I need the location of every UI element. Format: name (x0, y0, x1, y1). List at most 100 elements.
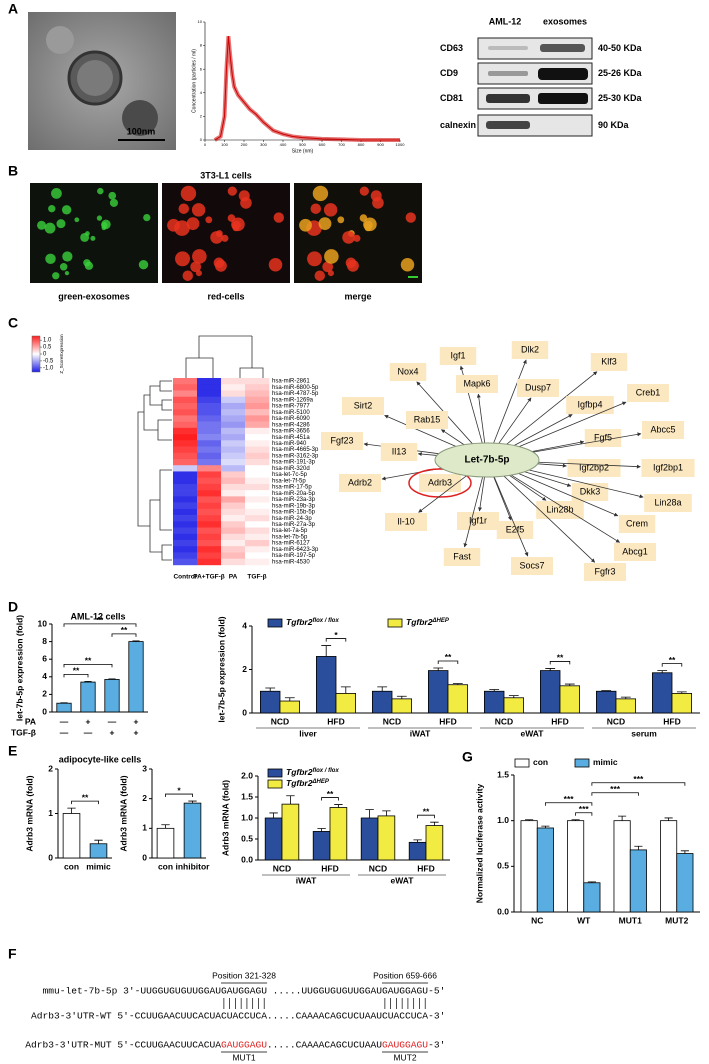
heatmap-cell (245, 446, 270, 454)
y-axis-label: Concentration (particles / ml) (191, 49, 197, 113)
condition-sign: + (134, 716, 139, 726)
x-tick-label: HFD (417, 863, 434, 873)
bar (156, 827, 175, 859)
heatmap-cell (221, 446, 246, 454)
heatmap-cell (221, 496, 246, 503)
heatmap-cell (197, 471, 222, 478)
legend-swatch (267, 768, 283, 778)
panel-label: A (8, 1, 18, 17)
heatmap-cell (173, 440, 198, 447)
heatmap-cell (245, 483, 270, 491)
error-bar (452, 683, 463, 685)
heatmap-cell (221, 396, 246, 404)
heatmap-cell (245, 490, 270, 497)
x-tick-label: MUT1 (619, 915, 642, 925)
colorbar-label: 1.0 (43, 338, 52, 344)
x-tick-label: 100 (221, 142, 228, 147)
panel-title: adipocyte-like cells (59, 754, 142, 764)
heatmap-cell (173, 533, 198, 541)
bar (312, 831, 331, 861)
green-blob (64, 271, 70, 276)
heatmap-cell (221, 490, 246, 497)
row-label: hsa-miR-197-5p (272, 553, 316, 559)
error-bar (564, 683, 575, 686)
panel-label: E (8, 743, 17, 759)
heatmap-cell (221, 533, 246, 541)
significance-label: ** (423, 806, 430, 816)
band (538, 93, 588, 104)
heatmap-cell (197, 378, 222, 385)
heatmap-cell (221, 390, 246, 397)
heatmap-cell (173, 452, 198, 460)
y-tick-label: 0 (242, 707, 247, 717)
significance-label: ** (445, 652, 452, 662)
heatmap-cell (245, 409, 270, 416)
bar (377, 815, 396, 861)
node (443, 548, 481, 566)
condition-label: PA (25, 716, 36, 726)
legend-swatch (267, 779, 283, 789)
error-bar (601, 690, 612, 692)
bar (360, 817, 379, 861)
heatmap-cell (245, 477, 270, 485)
heatmap-cell (197, 421, 222, 429)
x-tick-label: NCD (495, 716, 513, 726)
node-label: Mapk6 (463, 378, 490, 388)
heatmap-cell (245, 515, 270, 522)
bar (279, 700, 301, 714)
colorbar-label: -1.0 (43, 365, 54, 371)
sequence-suffix: -5' (428, 986, 445, 997)
error-bar (265, 687, 276, 692)
x-tick-label: HFD (551, 716, 568, 726)
y-tick-label: 0.5 (241, 833, 253, 843)
error-bar (321, 645, 332, 657)
node-label: Il13 (392, 446, 407, 456)
x-tick-label: HFD (439, 716, 456, 726)
x-tick-label: NCD (369, 863, 387, 873)
significance-label: * (177, 785, 181, 795)
sequence-site: GAUGGAGU (382, 986, 428, 997)
heatmap-cell (221, 427, 246, 435)
bar (128, 641, 144, 713)
heatmap-cell (173, 434, 198, 441)
red-blob (232, 224, 240, 232)
error-bar (571, 819, 580, 821)
significance-label: ** (557, 653, 564, 663)
green-blob (61, 205, 72, 215)
heatmap-cell (173, 415, 198, 422)
error-bar (269, 812, 278, 818)
blot-row-label: CD81 (440, 93, 463, 103)
sequence-site: GAUGGAGU (382, 1040, 428, 1051)
colorbar-label: 0.5 (43, 345, 52, 351)
row-label: hsa-miR-4286 (272, 422, 310, 428)
legend-label: con (533, 757, 548, 767)
row-label: hsa-let-7b-5p (272, 534, 308, 540)
sequence-alignment: mmu-let-7b-5p 3'-UUGGUGUGUUGGAU GAUGGAGU.… (25, 970, 445, 1062)
group-label: eWAT (391, 875, 415, 885)
green-blob (59, 263, 68, 271)
row-label: hsa-miR-2861 (272, 379, 310, 385)
sequence-prefix: mmu-let-7b-5p 3'-UUGGUGUGUUGGAU (43, 986, 222, 997)
green-blob (44, 222, 56, 234)
sequence-site: CUACCUCA (382, 1011, 428, 1022)
bar (335, 693, 357, 714)
image-caption: green-exosomes (58, 291, 130, 301)
y-tick-label: 2.0 (241, 770, 253, 780)
y-tick-label: 1.5 (241, 791, 253, 801)
node (590, 353, 628, 371)
significance-bracket (417, 814, 435, 819)
significance-bracket (549, 661, 571, 665)
condition-sign: + (134, 727, 139, 737)
group-label: liver (299, 728, 317, 738)
error-bar (284, 697, 295, 702)
merge-blob (353, 234, 361, 242)
mutation-label: MUT2 (393, 1052, 416, 1062)
error-bar (587, 881, 596, 883)
significance-bracket (165, 793, 193, 798)
blot-column-label: AML-12 (489, 16, 522, 26)
heatmap-cell (245, 527, 270, 535)
column-label: TGF-β (247, 574, 266, 581)
bar (652, 672, 673, 714)
row-label: hsa-miR-320d (272, 466, 310, 472)
node (385, 513, 427, 531)
